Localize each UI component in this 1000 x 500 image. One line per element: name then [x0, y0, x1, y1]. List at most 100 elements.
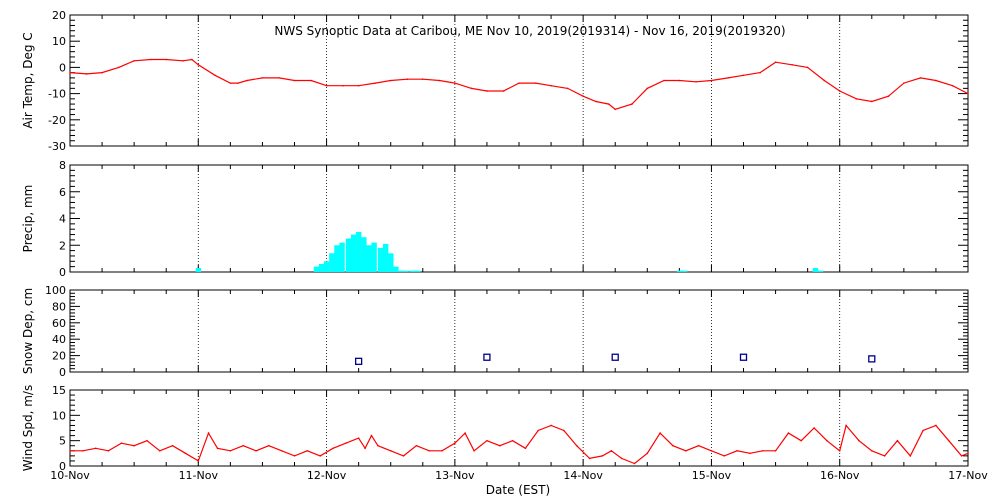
- data-point: [345, 442, 347, 445]
- data-point: [967, 92, 969, 95]
- data-point: [922, 429, 924, 432]
- y-tick-label: 0: [59, 460, 66, 473]
- precip-bar: [339, 242, 345, 272]
- data-point: [197, 460, 200, 462]
- data-point: [903, 82, 905, 84]
- data-point: [736, 450, 738, 452]
- data-point: [896, 439, 899, 442]
- panel-frame: [69, 164, 969, 273]
- data-point: [511, 439, 514, 442]
- series-line-temp: [69, 58, 969, 110]
- panel-precip: 8 6 4 2 0 Precip, mm: [21, 159, 969, 279]
- y-tick-label: 5: [59, 435, 66, 448]
- data-point: [870, 450, 873, 452]
- precip-bar: [356, 231, 362, 272]
- data-point: [710, 450, 713, 452]
- data-point: [787, 432, 790, 434]
- precip-bar: [350, 234, 357, 272]
- data-point: [887, 95, 890, 98]
- precip-bar: [681, 270, 688, 272]
- data-point: [486, 439, 488, 442]
- data-point: [935, 79, 937, 82]
- x-tick-label: 15-Nov: [692, 469, 732, 482]
- precip-bar: [334, 245, 340, 272]
- data-point: [415, 444, 418, 447]
- precip-bar: [383, 243, 389, 272]
- x-tick-label: 10-Nov: [50, 469, 90, 482]
- data-point: [171, 444, 174, 447]
- y-tick-label: 80: [52, 300, 66, 313]
- precip-bar: [345, 238, 352, 272]
- data-point: [723, 455, 726, 457]
- y-axis-label: Wind Spd, m/s: [21, 385, 35, 471]
- data-point: [389, 450, 392, 452]
- precip-bar: [817, 270, 824, 272]
- data-point: [402, 455, 405, 457]
- data-point: [595, 100, 597, 103]
- precip-bar: [393, 266, 399, 272]
- data-point: [377, 444, 379, 447]
- data-point: [608, 103, 610, 105]
- data-point: [563, 429, 565, 432]
- y-tick-label: -10: [48, 88, 66, 101]
- data-point: [85, 73, 88, 75]
- data-point: [133, 60, 135, 62]
- data-point: [614, 108, 617, 111]
- panel-snow: 100 80 60 40 20 0 Snow Dep, cm: [21, 284, 969, 379]
- data-point: [441, 450, 443, 452]
- data-point: [255, 450, 257, 452]
- data-point: [919, 77, 922, 79]
- data-point: [216, 447, 219, 450]
- data-point: [454, 82, 456, 84]
- precip-bar: [377, 247, 384, 272]
- data-point: [791, 63, 794, 66]
- data-point: [883, 455, 886, 457]
- chart-title: NWS Synoptic Data at Caribou, ME Nov 10,…: [274, 24, 785, 38]
- y-tick-label: 0: [59, 266, 66, 279]
- precip-bar: [366, 245, 372, 272]
- precip-bar: [403, 270, 409, 272]
- data-point: [197, 63, 200, 66]
- data-point: [246, 79, 248, 82]
- data-point: [858, 439, 860, 442]
- y-tick-label: 0: [59, 61, 66, 74]
- data-point: [293, 79, 296, 82]
- data-point: [207, 432, 210, 434]
- data-point: [633, 462, 636, 465]
- data-point: [146, 439, 148, 442]
- y-tick-label: 10: [52, 409, 66, 422]
- data-point: [214, 74, 216, 77]
- y-tick-label: 40: [52, 333, 66, 346]
- data-point: [242, 444, 244, 447]
- data-point: [332, 447, 334, 450]
- data-point: [534, 82, 537, 84]
- data-point: [845, 424, 847, 427]
- data-point: [823, 79, 826, 82]
- data-point: [838, 450, 841, 452]
- data-point: [107, 450, 110, 452]
- x-tick-label: 13-Nov: [435, 469, 475, 482]
- data-point: [909, 455, 912, 457]
- data-point: [486, 90, 488, 92]
- data-point: [133, 444, 135, 447]
- data-point: [357, 437, 360, 439]
- panel-temp: 20 10 0 -10 -20 -30 Air Temp, Deg C: [21, 9, 969, 153]
- y-tick-label: -30: [48, 140, 66, 153]
- precip-bar: [388, 253, 394, 272]
- data-point: [710, 79, 713, 82]
- x-tick-label: 17-Nov: [948, 469, 988, 482]
- data-point: [182, 60, 184, 62]
- data-point: [229, 450, 232, 452]
- data-point: [749, 452, 751, 455]
- x-tick-label: 14-Nov: [563, 469, 603, 482]
- data-point: [588, 457, 591, 460]
- snow-depth-marker: [483, 353, 491, 361]
- data-point: [421, 78, 424, 80]
- data-point: [806, 66, 809, 69]
- data-point: [742, 74, 745, 77]
- data-point: [229, 82, 232, 84]
- data-point: [261, 77, 264, 79]
- data-point: [524, 447, 527, 450]
- data-point: [184, 452, 187, 455]
- data-point: [389, 79, 392, 82]
